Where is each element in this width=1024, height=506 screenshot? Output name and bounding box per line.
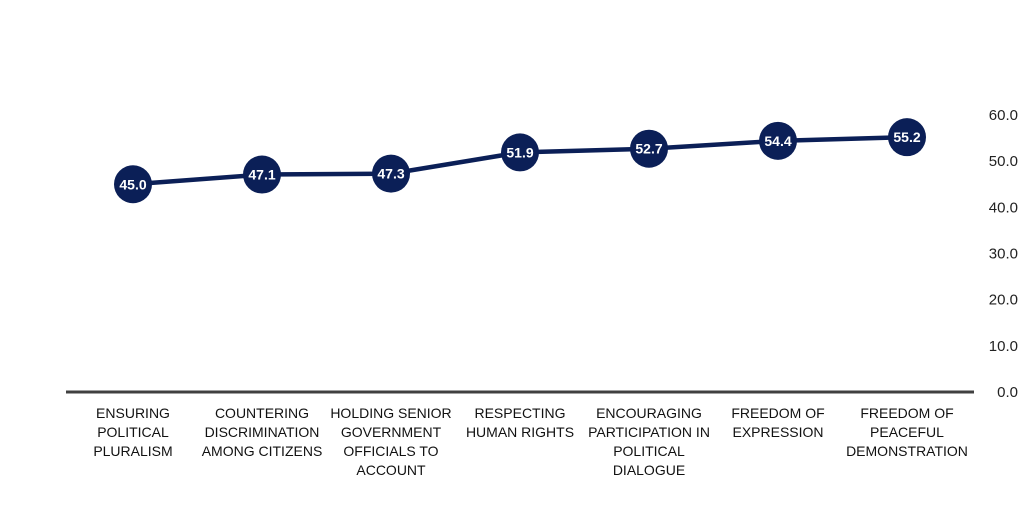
data-label: 51.9 — [506, 144, 533, 160]
y-tick-label: 40.0 — [989, 199, 1018, 216]
y-tick-label: 30.0 — [989, 246, 1018, 263]
x-category-label: HOLDING SENIOR GOVERNMENT OFFICIALS TO ACCO… — [330, 405, 451, 478]
y-tick-label: 0.0 — [997, 384, 1018, 401]
data-label: 55.2 — [893, 129, 920, 145]
data-point-marker — [372, 154, 410, 193]
y-tick-label: 50.0 — [989, 153, 1018, 170]
category-label-layer: ENSURING POLITICAL PLURALISM COUNTERING DISC… — [93, 405, 968, 478]
y-tick-label: 10.0 — [989, 338, 1018, 355]
data-point-marker — [243, 155, 281, 194]
x-category-label: FREEDOM OF PEACEFUL DEMONSTRATION — [846, 405, 968, 459]
data-label: 54.4 — [764, 133, 791, 149]
data-label: 52.7 — [635, 141, 662, 157]
data-point-marker — [630, 129, 668, 168]
data-point-marker — [114, 165, 152, 204]
x-category-label: FREEDOM OF EXPRESSION — [731, 405, 824, 440]
x-category-label: ENSURING POLITICAL PLURALISM — [93, 405, 172, 459]
marker-layer: 45.0 47.1 47.3 51.9 52.7 54.4 55.2 — [114, 118, 926, 204]
y-tick-label: 60.0 — [989, 107, 1018, 124]
data-point-marker — [759, 121, 797, 160]
x-category-label: COUNTERING DISCRIMINATION AMONG CITIZENS — [202, 405, 323, 459]
y-tick-label: 20.0 — [989, 292, 1018, 309]
axis-layer: 0.0 10.0 20.0 30.0 40.0 50.0 60.0 — [66, 107, 1018, 401]
data-point-marker — [888, 118, 926, 157]
data-point-marker — [501, 133, 539, 172]
data-label: 47.1 — [248, 167, 275, 183]
x-category-label: ENCOURAGING PARTICIPATION IN POLITICAL DIAL… — [588, 405, 710, 478]
data-label: 47.3 — [377, 166, 404, 182]
x-category-label: RESPECTING HUMAN RIGHTS — [466, 405, 574, 440]
data-label: 45.0 — [119, 176, 146, 192]
